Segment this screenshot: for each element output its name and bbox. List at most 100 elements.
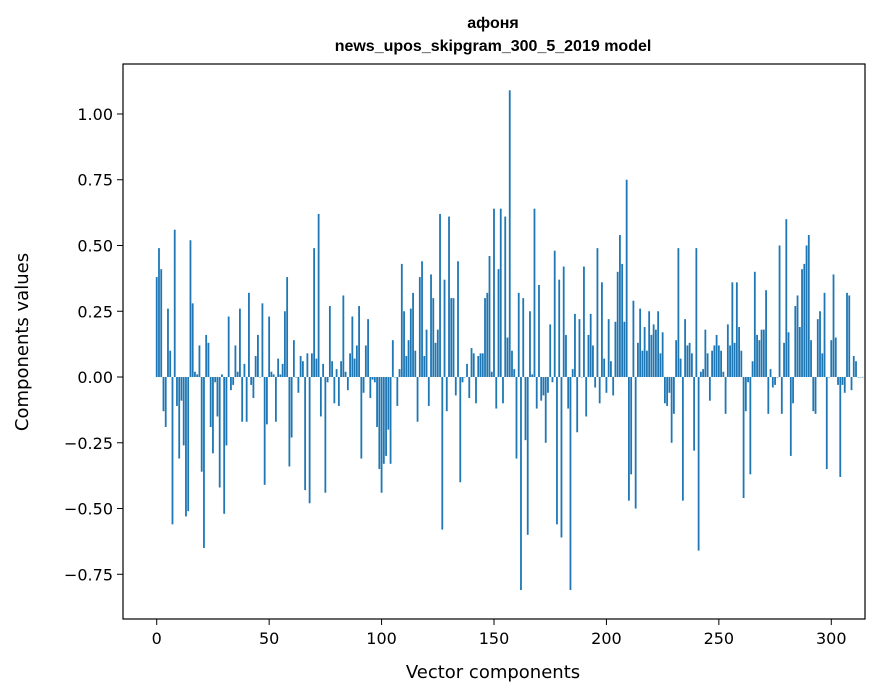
bar: [639, 308, 642, 378]
bar: [169, 350, 172, 378]
bar: [346, 377, 349, 391]
bar: [713, 345, 716, 378]
bar: [481, 353, 484, 378]
bar: [194, 371, 196, 378]
bar: [434, 342, 437, 378]
bar: [515, 377, 518, 459]
bar: [704, 329, 707, 378]
bar: [641, 350, 644, 378]
bar: [286, 277, 289, 378]
bar: [538, 284, 540, 378]
bar: [450, 298, 453, 378]
bar: [731, 282, 734, 378]
bar: [227, 316, 230, 378]
bar: [508, 90, 511, 378]
bar: [405, 355, 408, 378]
bar: [628, 377, 630, 501]
bar: [234, 345, 237, 378]
bar: [466, 363, 468, 378]
bar: [771, 377, 774, 388]
bar: [191, 303, 194, 378]
bar: [652, 324, 655, 378]
bar: [607, 319, 610, 378]
bar: [333, 377, 336, 404]
bar: [708, 377, 711, 401]
bar: [203, 377, 205, 548]
bar: [308, 377, 311, 504]
bar: [367, 319, 369, 378]
bar: [643, 327, 646, 378]
bar: [182, 377, 185, 446]
bar: [313, 248, 316, 378]
bar: [544, 377, 547, 443]
bar: [355, 345, 358, 378]
bar: [457, 261, 459, 377]
bar: [230, 377, 232, 391]
bar: [619, 234, 621, 378]
bar: [185, 377, 187, 517]
bar: [668, 377, 671, 393]
bar: [470, 348, 473, 378]
bar: [614, 321, 617, 378]
bar: [657, 311, 660, 378]
bar: [427, 377, 430, 406]
bar: [659, 353, 662, 378]
bar: [517, 292, 520, 378]
bar: [358, 305, 360, 378]
bar: [762, 329, 765, 378]
y-tick-label: −0.75: [64, 565, 113, 584]
bar: [520, 377, 522, 591]
x-tick-label: 300: [816, 629, 847, 648]
bars-group: [155, 90, 864, 591]
bar: [697, 377, 700, 551]
bar: [792, 377, 794, 404]
bar: [738, 327, 740, 378]
bar: [362, 377, 365, 393]
bar: [821, 353, 824, 378]
bar: [717, 345, 720, 378]
bar: [663, 377, 666, 404]
bar: [304, 377, 307, 491]
bar: [621, 263, 624, 378]
bar: [733, 342, 736, 378]
bar: [706, 353, 709, 378]
bar: [252, 377, 255, 399]
bar: [349, 353, 351, 378]
bar: [506, 337, 509, 377]
bar: [189, 240, 192, 378]
bar: [765, 290, 767, 378]
bar: [830, 340, 833, 377]
bar: [212, 377, 214, 454]
bar: [686, 345, 689, 378]
bar: [832, 274, 835, 378]
bar: [268, 316, 271, 378]
bar: [272, 374, 275, 378]
bar: [292, 340, 295, 377]
y-axis-ticks: −0.75 −0.50 −0.25 0.00 0.25 0.50 0.75 1.00: [64, 105, 123, 584]
bar: [522, 298, 525, 378]
bar: [279, 374, 282, 378]
y-tick-label: −0.50: [64, 500, 113, 519]
bar: [288, 377, 291, 467]
bar: [722, 371, 725, 378]
bar: [414, 350, 417, 378]
bar: [675, 340, 678, 377]
bar: [378, 377, 381, 470]
bar: [248, 292, 250, 378]
bar: [241, 377, 244, 422]
bar: [839, 377, 842, 477]
bar: [200, 377, 203, 472]
bar: [364, 345, 367, 378]
bar: [747, 377, 749, 383]
bar: [551, 377, 554, 383]
bar: [571, 369, 574, 378]
bar: [283, 311, 286, 378]
bar: [499, 208, 502, 378]
bar: [488, 256, 491, 378]
chart-title: афоня: [467, 15, 518, 32]
bar: [281, 363, 284, 378]
bar: [735, 282, 738, 378]
x-axis-ticks: 0 50 100 150 200 250 300: [152, 619, 847, 648]
bar: [416, 377, 419, 422]
bar: [158, 248, 160, 378]
